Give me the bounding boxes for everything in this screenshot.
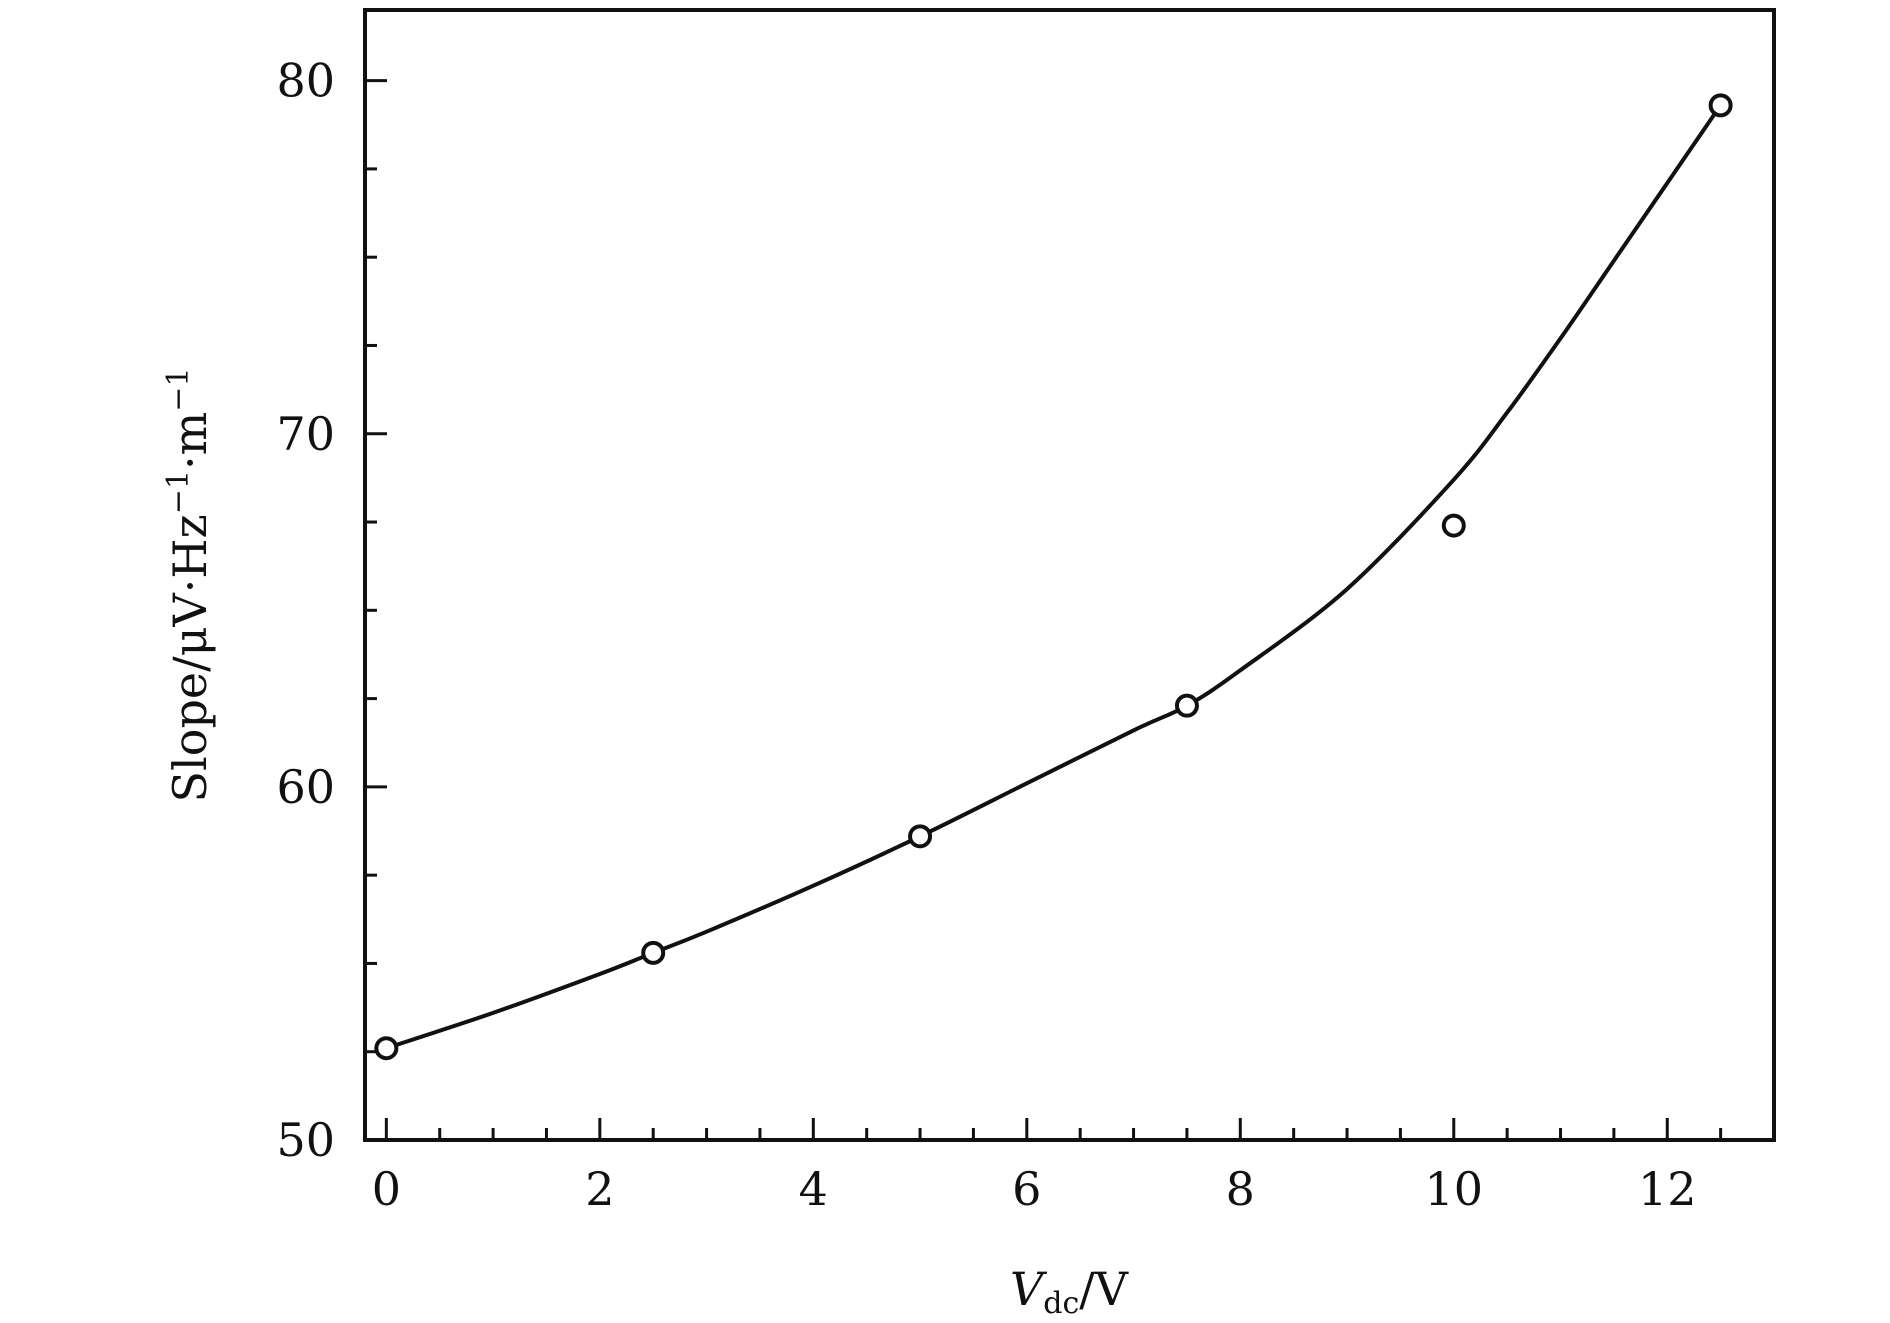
y-tick-labels: 50 60 70 80 — [276, 54, 335, 1167]
x-tick-label: 0 — [372, 1162, 401, 1216]
x-tick-label: 2 — [585, 1162, 614, 1216]
minor-ticks — [365, 167, 1776, 1140]
x-axis-label: Vdc/V — [1010, 1262, 1129, 1321]
data-point — [908, 824, 933, 849]
data-points — [374, 93, 1733, 1061]
data-point — [641, 940, 666, 965]
x-tick-label: 8 — [1226, 1162, 1255, 1216]
data-point — [374, 1036, 399, 1061]
data-point — [1708, 93, 1733, 118]
y-tick-label: 70 — [276, 407, 335, 461]
x-tick-label: 12 — [1638, 1162, 1697, 1216]
x-tick-label: 6 — [1012, 1162, 1041, 1216]
data-point — [1441, 513, 1466, 538]
y-tick-label: 50 — [276, 1113, 335, 1167]
x-tick-label: 4 — [799, 1162, 828, 1216]
major-ticks — [365, 79, 1669, 1142]
y-axis-label: Slope/μV·Hz−1·m−1 — [161, 368, 217, 803]
y-tick-label: 60 — [276, 760, 335, 814]
fit-curve — [385, 104, 1723, 1051]
x-tick-label: 10 — [1424, 1162, 1483, 1216]
data-point — [1174, 693, 1199, 718]
y-tick-label: 80 — [276, 54, 335, 108]
plot-frame — [363, 8, 1776, 1142]
x-tick-labels: 0 2 4 6 8 10 12 — [372, 1162, 1697, 1216]
